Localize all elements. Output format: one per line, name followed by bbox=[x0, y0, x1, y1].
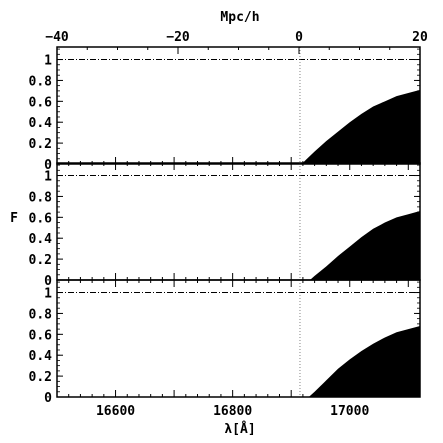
y-tick-label: 0.2 bbox=[29, 137, 52, 152]
bottom-tick-label: 17000 bbox=[330, 404, 369, 419]
top-axis-title: Mpc/h bbox=[220, 10, 259, 25]
y-tick-label: 0.4 bbox=[29, 116, 53, 131]
bottom-axis-title: λ[Å] bbox=[224, 421, 255, 437]
y-tick-label: 1 bbox=[44, 54, 52, 69]
y-tick-label: 0.2 bbox=[29, 370, 52, 385]
top-tick-label: 20 bbox=[412, 30, 428, 45]
y-tick-label: 0.2 bbox=[29, 253, 52, 268]
bottom-tick-label: 16800 bbox=[213, 404, 252, 419]
y-tick-label: 0 bbox=[44, 158, 52, 173]
y-tick-label: 0 bbox=[44, 274, 52, 289]
y-tick-label: 0.6 bbox=[29, 211, 53, 226]
flux-area-panel-3 bbox=[57, 325, 420, 397]
y-tick-label: 0.8 bbox=[29, 190, 53, 205]
bottom-tick-label: 16600 bbox=[96, 404, 135, 419]
top-tick-label: 0 bbox=[295, 30, 303, 45]
y-tick-label: 1 bbox=[44, 170, 52, 185]
ticks-group bbox=[56, 47, 421, 398]
labels-group: 00.20.40.60.8100.20.40.60.8100.20.40.60.… bbox=[29, 30, 428, 419]
flux-area-panel-2 bbox=[57, 211, 420, 280]
y-tick-label: 0.8 bbox=[29, 307, 53, 322]
top-tick-label: −40 bbox=[45, 30, 69, 45]
y-tick-label: 0 bbox=[44, 391, 52, 406]
y-tick-label: 0.8 bbox=[29, 74, 53, 89]
y-tick-label: 0.4 bbox=[29, 349, 53, 364]
flux-area-panel-1 bbox=[57, 89, 420, 164]
panels-group bbox=[56, 46, 421, 398]
top-tick-label: −20 bbox=[166, 30, 190, 45]
y-axis-title: F bbox=[10, 211, 18, 226]
panel-frame-3 bbox=[56, 279, 421, 398]
y-tick-label: 0.6 bbox=[29, 328, 53, 343]
y-tick-label: 1 bbox=[44, 287, 52, 302]
y-tick-label: 0.4 bbox=[29, 232, 53, 247]
y-tick-label: 0.6 bbox=[29, 95, 53, 110]
